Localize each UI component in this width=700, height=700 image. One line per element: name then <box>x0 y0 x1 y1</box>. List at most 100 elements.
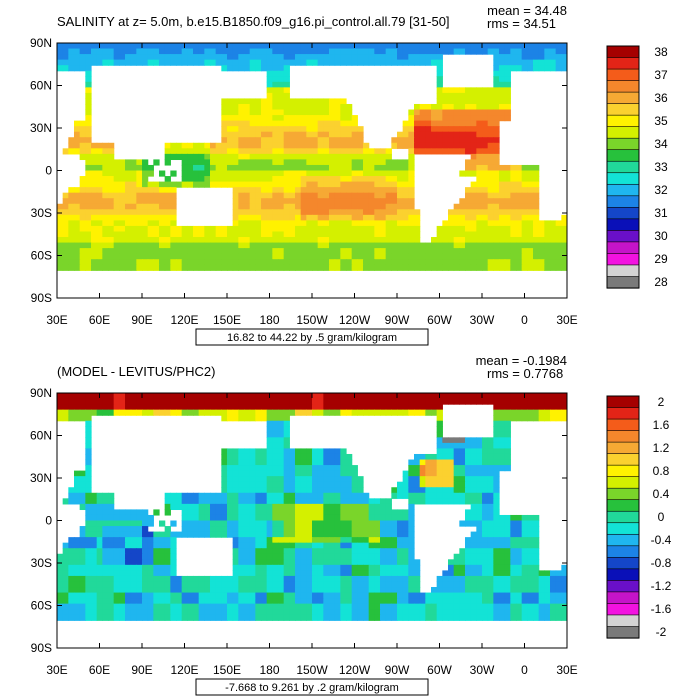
map-cell <box>68 137 75 144</box>
map-cell <box>295 448 302 455</box>
map-cell <box>306 476 313 483</box>
map-cell <box>453 120 460 127</box>
map-cell <box>414 453 421 461</box>
map-cell <box>521 214 528 221</box>
map-cell <box>113 242 120 249</box>
map-cell <box>533 526 540 533</box>
map-cell <box>91 225 98 233</box>
map-cell <box>113 225 120 233</box>
map-cell <box>113 592 120 599</box>
map-cell <box>74 581 81 588</box>
colorbar-swatch <box>606 137 640 151</box>
map-cell <box>289 526 296 533</box>
map-cell <box>385 581 392 588</box>
map-cell <box>482 43 489 50</box>
map-cell <box>136 559 143 566</box>
map-cell <box>198 231 205 238</box>
map-cell <box>249 98 256 105</box>
map-cell <box>374 220 381 227</box>
map-cell <box>130 231 137 238</box>
map-cell <box>249 120 256 127</box>
map-cell <box>397 393 404 400</box>
map-cell <box>232 542 239 549</box>
map-cell <box>227 54 234 61</box>
map-cell <box>295 214 302 221</box>
map-cell <box>476 531 483 538</box>
map-cell <box>516 54 523 61</box>
map-cell <box>79 237 86 244</box>
map-cell <box>295 587 302 594</box>
map-cell <box>414 242 421 249</box>
map-cell <box>198 520 205 527</box>
map-cell <box>136 570 143 577</box>
map-cell <box>363 498 370 505</box>
map-cell <box>215 587 222 594</box>
map-cell <box>278 203 285 210</box>
map-cell <box>278 242 285 249</box>
map-cell <box>125 548 132 555</box>
map-cell <box>266 453 273 461</box>
map-cell <box>289 209 296 216</box>
map-cell <box>363 520 370 527</box>
map-cell <box>329 43 336 50</box>
map-cell <box>527 176 534 183</box>
map-cell <box>402 259 409 266</box>
map-cell <box>57 225 64 233</box>
map-cell <box>170 542 177 549</box>
map-cell <box>431 259 438 266</box>
map-cell <box>283 237 290 244</box>
map-cell <box>306 598 313 605</box>
map-cell <box>391 187 398 194</box>
map-cell <box>312 209 319 216</box>
map-cell <box>68 393 75 400</box>
map-cell <box>193 253 200 260</box>
map-cell <box>159 187 166 194</box>
map-cell <box>516 581 523 588</box>
map-cell <box>493 164 500 172</box>
map-cell <box>431 470 438 477</box>
map-cell <box>425 248 432 255</box>
map-cell <box>499 103 506 111</box>
map-cell <box>499 587 506 594</box>
map-cell <box>334 581 341 588</box>
map-cell <box>442 476 449 483</box>
map-cell <box>459 487 466 494</box>
map-cell <box>516 181 523 188</box>
map-cell <box>74 553 81 560</box>
map-cell <box>538 393 545 400</box>
map-cell <box>459 248 466 255</box>
map-cell <box>368 187 375 194</box>
map-cell <box>306 514 313 522</box>
map-cell <box>272 109 279 116</box>
map-cell <box>470 459 477 466</box>
map-cell <box>453 437 460 444</box>
map-cell <box>74 415 81 422</box>
map-cell <box>204 581 211 588</box>
map-cell <box>278 465 285 472</box>
map-cell <box>142 592 149 599</box>
map-cell <box>170 214 177 221</box>
map-cell <box>346 153 353 161</box>
map-cell <box>346 465 353 472</box>
map-cell <box>351 398 358 405</box>
map-cell <box>470 109 477 116</box>
map-cell <box>391 570 398 577</box>
map-cell <box>249 603 256 610</box>
map-cell <box>266 170 273 177</box>
map-cell <box>193 598 200 605</box>
map-cell <box>147 575 154 583</box>
map-cell <box>323 537 330 544</box>
colorbar-swatch <box>606 264 640 278</box>
map-cell <box>232 598 239 605</box>
map-cell <box>300 126 307 133</box>
map-cell <box>436 253 443 260</box>
map-cell <box>57 259 64 266</box>
map-cell <box>147 43 154 50</box>
map-cell <box>85 598 92 605</box>
map-cell <box>142 609 149 616</box>
map-cell <box>289 203 296 210</box>
map-cell <box>306 609 313 616</box>
map-cell <box>227 514 234 522</box>
map-cell <box>227 48 234 55</box>
map-cell <box>215 59 222 66</box>
